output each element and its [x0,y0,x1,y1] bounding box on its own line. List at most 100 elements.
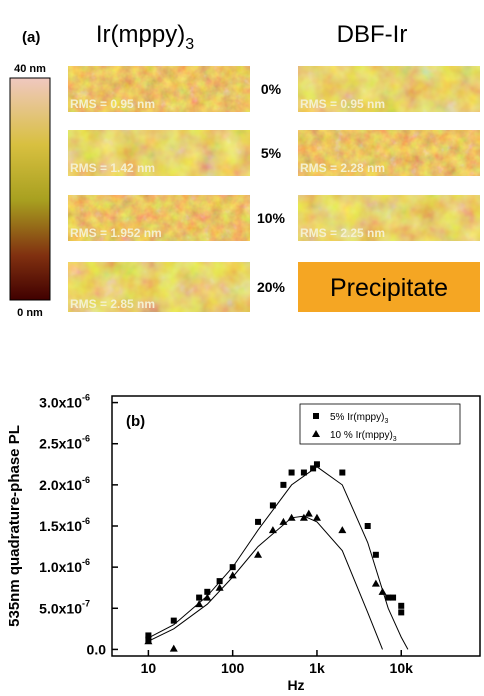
data-point [204,588,211,595]
precipitate-label: Precipitate [330,274,448,302]
data-point [216,578,223,585]
panel-label: (a) [22,29,40,46]
legend-label: 5% Ir(mppy)3 [330,412,388,425]
x-tick-label: 100 [221,660,245,676]
colorbar-label: 0 nm [17,307,43,319]
y-tick-exponent: -6 [82,434,90,444]
concentration-label: 20% [257,279,286,295]
legend-name: 10 % Ir(mppy) [330,430,393,441]
y-tick-label: 2.5x10-6 [39,434,90,452]
afm-image [68,66,250,112]
y-tick-label: 1.0x10-6 [39,557,90,575]
y-tick-exponent: -6 [82,475,90,485]
data-point [144,637,153,645]
y-tick-mantissa: 3.0x10 [39,395,82,411]
afm-image [68,195,250,241]
data-point [338,526,347,534]
data-point [196,594,203,601]
rms-label: RMS = 0.95 nm [70,97,155,111]
y-tick-label: 0.0 [87,641,107,657]
panel-label: (b) [126,413,145,430]
fit-curve [148,466,409,650]
data-point [280,481,287,488]
y-tick-mantissa: 0.0 [87,641,107,657]
data-point [228,571,237,579]
y-tick-exponent: -6 [82,393,90,403]
header-text: Ir(mppy) [96,21,185,48]
afm-image [68,130,250,176]
y-tick-mantissa: 2.0x10 [39,477,82,493]
rms-label: RMS = 2.28 nm [300,161,385,175]
concentration-label: 10% [257,210,286,226]
column-header: Ir(mppy)3 [96,21,194,53]
y-tick-mantissa: 2.5x10 [39,436,82,452]
y-axis-label: 535nm quadrature-phase PL [6,425,23,627]
rms-label: RMS = 2.85 nm [70,297,155,311]
colorbar [9,77,51,301]
data-point [299,513,308,521]
data-point [398,602,405,609]
legend-subscript: 3 [393,436,397,443]
data-point [255,518,262,525]
data-point [279,517,288,525]
data-point [390,594,397,601]
column-header: DBF-Ir [337,21,408,48]
data-point [169,644,178,652]
data-point [203,593,212,601]
y-tick-label: 5.0x10-7 [39,598,90,616]
data-point [195,600,204,608]
data-point [378,587,387,595]
legend-subscript: 3 [384,418,388,425]
y-tick-mantissa: 5.0x10 [39,600,82,616]
data-point [339,469,346,476]
data-point [304,509,313,517]
y-tick-mantissa: 1.5x10 [39,518,82,534]
y-tick-label: 2.0x10-6 [39,475,90,493]
y-tick-label: 3.0x10-6 [39,393,90,411]
legend-label: 10 % Ir(mppy)3 [330,430,397,443]
x-tick-label: 10 [141,660,157,676]
header-subscript: 3 [185,36,194,53]
data-point [300,469,307,476]
afm-image [298,66,480,112]
legend-marker [313,413,319,419]
data-point [287,513,296,521]
precipitate-box [298,262,480,312]
y-tick-exponent: -6 [82,516,90,526]
data-point [145,632,152,639]
data-point [215,583,224,591]
concentration-label: 0% [261,81,282,97]
concentration-label: 5% [261,145,282,161]
data-point [254,550,263,558]
y-tick-label: 1.5x10-6 [39,516,90,534]
afm-image [298,195,480,241]
rms-label: RMS = 1.42 nm [70,161,155,175]
x-tick-label: 1k [309,660,325,676]
data-point [312,513,321,521]
data-point [371,579,380,587]
data-point [268,526,277,534]
fit-curve [148,515,383,650]
data-point [372,551,379,558]
data-point [229,564,236,571]
colorbar-label: 40 nm [14,63,46,75]
y-tick-exponent: -7 [82,598,90,608]
data-point [269,502,276,509]
data-point [364,523,371,529]
legend-box [299,403,461,445]
x-axis-label: Hz [287,677,304,693]
afm-image [298,130,480,176]
data-point [170,617,177,624]
x-tick-label: 10k [390,660,414,676]
data-point [313,461,320,468]
data-point [398,609,405,616]
legend-marker [312,430,320,437]
rms-label: RMS = 2.25 nm [300,226,385,240]
legend-name: 5% Ir(mppy) [330,412,384,423]
data-point [310,465,317,472]
y-tick-mantissa: 1.0x10 [39,559,82,575]
rms-label: RMS = 1.952 nm [70,226,162,240]
data-point [288,469,295,476]
data-point [385,594,392,601]
